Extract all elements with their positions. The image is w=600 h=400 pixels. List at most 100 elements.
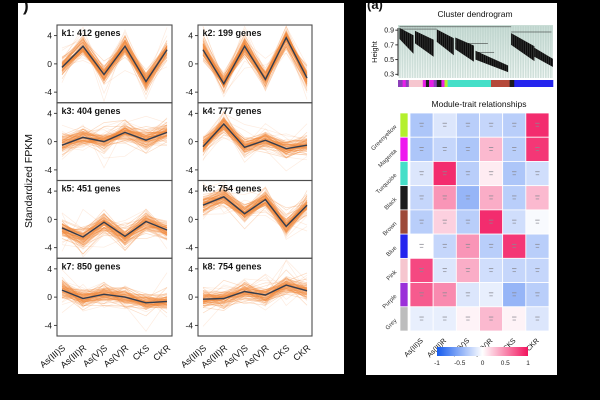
cluster-mean-line — [61, 44, 168, 83]
subplot-7: k7: 850 genes 4 0 -4 — [44, 257, 173, 337]
colorbar-gradient — [437, 347, 528, 356]
gene-trace — [202, 189, 308, 224]
gene-trace — [202, 186, 308, 227]
cell-annotation — [419, 174, 424, 176]
heatmap-cell — [525, 282, 550, 308]
cell-annotation — [465, 316, 471, 318]
cell-annotation — [465, 268, 471, 270]
heatmap-row-label: Blue — [386, 245, 399, 258]
gene-trace — [61, 124, 168, 145]
heatmap-row-label: Magenta — [378, 148, 399, 169]
gene-trace — [202, 287, 308, 305]
gene-trace — [61, 26, 168, 92]
gene-trace — [61, 131, 168, 144]
cell-annotation — [419, 319, 424, 321]
module-swatch-purple — [399, 282, 409, 308]
module-bar-segment — [514, 80, 554, 87]
cell-annotation — [466, 246, 470, 248]
x-category-label: CKR — [291, 343, 312, 363]
y-tick-label: 4 — [47, 108, 52, 118]
heatmap-cell — [502, 161, 527, 187]
gene-trace — [202, 32, 308, 84]
gene-trace — [202, 126, 308, 149]
gene-trace — [202, 188, 308, 211]
subplot-4: k4: 777 genes 4 0 -4 — [185, 102, 313, 182]
gene-trace — [202, 29, 308, 83]
gene-trace — [61, 292, 168, 303]
gene-trace — [61, 50, 168, 90]
gene-trace — [61, 127, 168, 145]
cell-annotation — [443, 271, 447, 273]
gene-trace — [61, 226, 168, 239]
gene-trace — [61, 291, 168, 309]
heatmap-cell — [432, 257, 457, 283]
gene-trace — [202, 25, 308, 85]
gene-trace — [61, 131, 168, 147]
dendrogram-cluster — [511, 33, 535, 62]
gene-trace — [61, 129, 168, 151]
y-tick-label: 0 — [47, 292, 52, 302]
gene-trace — [61, 210, 168, 236]
heatmap-cell — [502, 233, 527, 259]
gene-trace — [202, 120, 308, 149]
cell-annotation — [465, 171, 471, 173]
module-swatch-brown — [399, 209, 409, 235]
module-bar-segment — [408, 80, 424, 87]
gene-trace — [61, 124, 168, 144]
gene-trace — [61, 285, 168, 308]
cell-annotation — [512, 319, 516, 321]
cell-annotation — [442, 171, 447, 173]
gene-trace — [202, 202, 308, 228]
gene-trace — [61, 223, 168, 242]
gene-trace — [61, 212, 168, 240]
gene-trace — [61, 128, 168, 147]
gene-trace — [202, 200, 308, 232]
panel-b-label: ) — [23, 3, 29, 15]
gene-trace — [202, 197, 308, 231]
gene-trace — [61, 279, 168, 308]
gene-trace — [61, 214, 168, 241]
gene-trace — [202, 191, 308, 225]
cell-annotation — [512, 219, 517, 221]
gene-trace — [202, 195, 308, 220]
gene-trace — [61, 43, 168, 78]
cell-annotation — [489, 174, 493, 176]
gene-trace — [202, 280, 308, 306]
cluster-mean-line — [202, 195, 308, 228]
gene-trace — [61, 47, 168, 85]
cell-annotation — [465, 122, 471, 124]
gene-trace — [202, 272, 308, 302]
cell-annotation — [466, 198, 470, 200]
cluster-mean-line — [202, 122, 308, 150]
gene-trace — [202, 205, 308, 234]
module-bar-segment — [436, 80, 442, 87]
y-tick-label: -4 — [185, 320, 193, 330]
gene-trace — [202, 269, 308, 298]
gene-trace — [202, 46, 308, 87]
gene-trace — [61, 128, 168, 139]
y-tick-label: -4 — [185, 87, 193, 97]
gene-trace — [61, 285, 168, 313]
cell-annotation — [466, 222, 470, 224]
gene-trace — [202, 195, 308, 228]
gene-trace — [61, 36, 168, 78]
gene-trace — [61, 286, 168, 302]
gene-trace — [202, 283, 308, 302]
gene-trace — [61, 287, 168, 302]
gene-trace — [61, 48, 168, 85]
gene-trace — [202, 282, 308, 311]
gene-trace — [202, 289, 308, 307]
module-swatch-grey — [399, 306, 409, 332]
colorbar-tick-label: 1 — [526, 360, 530, 367]
gene-trace — [61, 225, 168, 249]
heatmap-cell — [409, 233, 434, 259]
module-color-bar — [398, 80, 554, 87]
gene-trace — [202, 193, 308, 231]
gene-trace — [202, 125, 308, 158]
heatmap-cell — [525, 233, 550, 259]
gene-trace — [202, 128, 308, 154]
gene-trace — [202, 185, 308, 225]
gene-trace — [202, 195, 308, 222]
gene-trace — [61, 49, 168, 77]
gene-trace — [202, 35, 308, 81]
